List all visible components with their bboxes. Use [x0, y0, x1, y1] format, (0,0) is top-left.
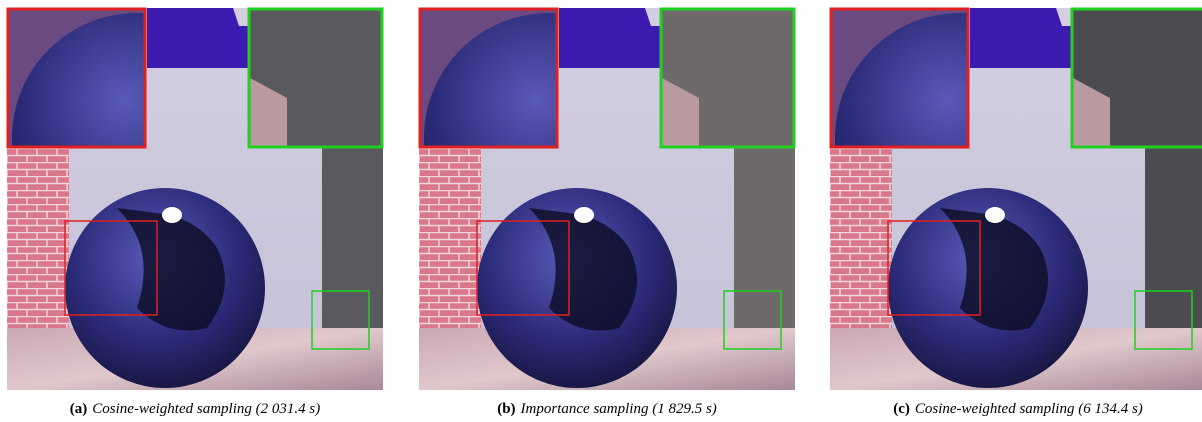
render-panel: [7, 8, 383, 390]
side-wall: [322, 148, 383, 348]
caption: (c) Cosine-weighted sampling (6 134.4 s): [893, 401, 1143, 417]
render-panel: [830, 8, 1202, 390]
side-wall: [1145, 148, 1202, 348]
caption-label: (c): [893, 401, 910, 417]
caption-text: Cosine-weighted sampling (6 134.4 s): [915, 401, 1143, 417]
render-panel: [419, 8, 795, 390]
caption-label: (a): [70, 401, 88, 417]
figure-canvas: (a)Cosine-weighted sampling (2 031.4 s)(…: [0, 0, 1202, 422]
highlight: [985, 207, 1005, 223]
highlight: [574, 207, 594, 223]
caption: (b) Importance sampling (1 829.5 s): [497, 401, 717, 417]
caption-text: Cosine-weighted sampling (2 031.4 s): [92, 401, 320, 417]
figure: (a)Cosine-weighted sampling (2 031.4 s)(…: [0, 0, 1202, 422]
caption: (a)Cosine-weighted sampling (2 031.4 s): [70, 401, 320, 417]
caption-label: (b): [497, 401, 515, 417]
caption-text: Importance sampling (1 829.5 s): [520, 401, 717, 417]
side-wall: [734, 148, 795, 348]
highlight: [162, 207, 182, 223]
